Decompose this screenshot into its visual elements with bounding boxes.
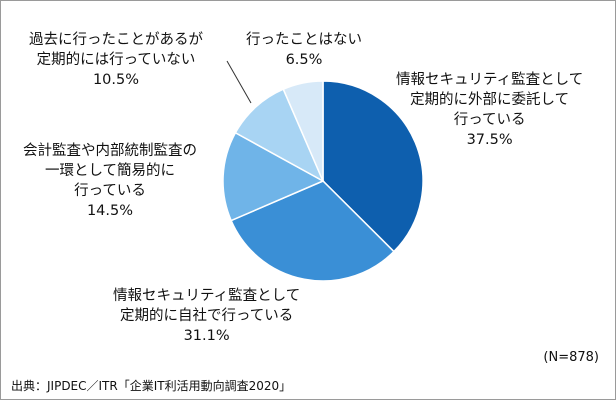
slice-label-inhouse: 情報セキュリティ監査として 定期的に自社で行っている 31.1%: [113, 286, 300, 346]
leader-line-past: [226, 60, 252, 104]
pie-slice-never: [282, 80, 324, 182]
sample-size-note: (N=878): [543, 350, 599, 365]
slice-label-inhouse-text: 情報セキュリティ監査として 定期的に自社で行っている: [113, 288, 301, 324]
slice-label-accounting-text: 会計監査や内部統制監査の 一環として簡易的に 行っている: [23, 143, 197, 199]
slice-value-inhouse: 31.1%: [183, 328, 230, 344]
slice-value-accounting: 14.5%: [86, 203, 134, 219]
pie-slice-external: [322, 80, 424, 253]
pie-slice-inhouse: [230, 180, 395, 282]
slice-value-external: 37.5%: [466, 132, 513, 148]
slice-label-past: 過去に行ったことがあるが 定期的には行っていない 10.5%: [29, 30, 203, 90]
slice-label-external-text: 情報セキュリティ監査として 定期的に外部に委託して 行っている: [396, 72, 584, 128]
slice-label-never-text: 行ったことはない: [246, 32, 362, 48]
slice-value-never: 6.5%: [285, 52, 323, 68]
slice-label-never: 行ったことはない 6.5%: [246, 30, 362, 70]
slice-label-accounting: 会計監査や内部統制監査の 一環として簡易的に 行っている 14.5%: [23, 141, 197, 221]
slice-label-past-text: 過去に行ったことがあるが 定期的には行っていない: [29, 32, 203, 68]
pie-slice-accounting: [222, 131, 325, 222]
slice-value-past: 10.5%: [92, 72, 140, 88]
source-note: 出典：JIPDEC／ITR「企業IT利活用動向調査2020」: [11, 379, 292, 393]
slice-label-external: 情報セキュリティ監査として 定期的に外部に委託して 行っている 37.5%: [396, 70, 583, 150]
